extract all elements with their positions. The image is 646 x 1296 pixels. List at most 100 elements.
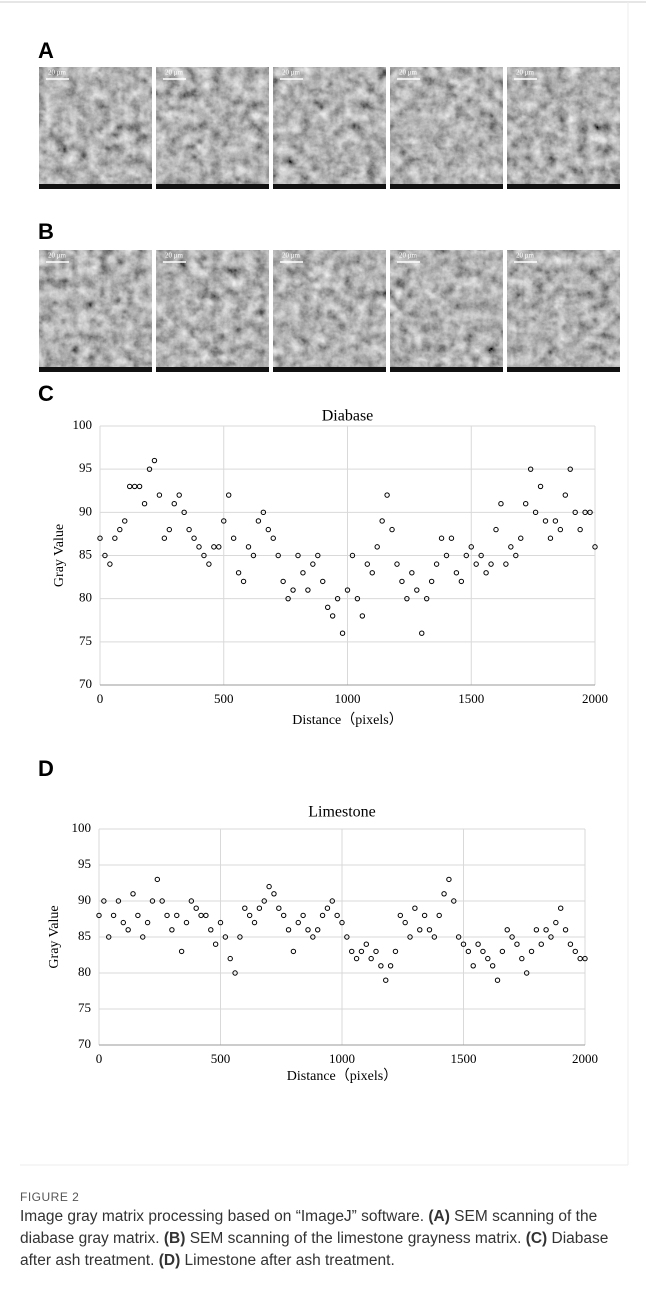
y-tick-label: 90 bbox=[78, 892, 91, 907]
point bbox=[300, 912, 306, 919]
y-tick-label: 75 bbox=[79, 633, 92, 648]
point bbox=[310, 561, 316, 567]
x-tick-label: 1000 bbox=[335, 691, 361, 706]
point bbox=[226, 492, 232, 498]
point bbox=[379, 518, 385, 524]
point bbox=[266, 883, 272, 890]
point bbox=[131, 483, 138, 490]
point bbox=[364, 561, 370, 567]
point bbox=[446, 876, 452, 883]
point bbox=[424, 595, 430, 602]
point bbox=[532, 509, 539, 516]
point bbox=[373, 948, 379, 955]
point bbox=[310, 934, 316, 940]
point bbox=[557, 526, 564, 533]
point bbox=[543, 927, 549, 933]
point bbox=[290, 587, 296, 593]
point bbox=[533, 927, 540, 933]
point bbox=[280, 578, 286, 585]
sem-strip bbox=[156, 184, 269, 189]
point bbox=[125, 927, 131, 933]
point bbox=[465, 948, 472, 955]
point bbox=[135, 912, 141, 919]
sem-strip bbox=[507, 184, 620, 189]
point bbox=[453, 570, 460, 576]
caption-segment: SEM scanning of the diabase gray matrix. bbox=[20, 1208, 598, 1247]
point bbox=[387, 963, 394, 969]
point bbox=[120, 919, 127, 926]
point bbox=[538, 941, 544, 947]
point bbox=[97, 535, 103, 541]
caption-segment: Diabase after ash treatment. bbox=[20, 1230, 609, 1269]
point bbox=[577, 526, 583, 533]
point bbox=[285, 927, 292, 933]
caption-text: Image gray matrix processing based on “I… bbox=[20, 1206, 620, 1272]
x-axis-label: Distance（pixels） bbox=[292, 712, 402, 728]
point bbox=[206, 561, 212, 567]
point bbox=[319, 912, 326, 919]
point bbox=[208, 927, 214, 933]
point bbox=[414, 587, 420, 593]
point bbox=[141, 501, 148, 507]
point bbox=[107, 561, 113, 567]
caption-segment: SEM scanning of the limestone grayness m… bbox=[185, 1230, 526, 1247]
caption-segment: Limestone after ash treatment. bbox=[180, 1252, 395, 1269]
point bbox=[433, 561, 440, 567]
point bbox=[344, 587, 351, 593]
point bbox=[498, 501, 504, 507]
point bbox=[483, 570, 489, 576]
point bbox=[251, 919, 258, 926]
point bbox=[489, 963, 496, 969]
point bbox=[582, 509, 588, 516]
point bbox=[174, 912, 180, 919]
point bbox=[112, 535, 118, 541]
x-tick-label: 500 bbox=[211, 1051, 231, 1066]
point bbox=[473, 561, 479, 567]
point bbox=[562, 492, 568, 498]
point bbox=[320, 578, 326, 585]
point bbox=[156, 492, 163, 498]
point bbox=[191, 535, 197, 541]
y-axis-label: Gray Value bbox=[52, 524, 67, 587]
point bbox=[518, 535, 524, 541]
point bbox=[344, 934, 350, 940]
point bbox=[127, 483, 133, 490]
point bbox=[242, 905, 248, 911]
point bbox=[527, 466, 534, 472]
caption: FIGURE 2 Image gray matrix processing ba… bbox=[20, 1188, 620, 1272]
point bbox=[329, 613, 336, 619]
x-tick-label: 1500 bbox=[458, 691, 484, 706]
point bbox=[558, 905, 564, 911]
point bbox=[567, 941, 574, 947]
point bbox=[378, 963, 384, 969]
sem-image bbox=[507, 250, 620, 372]
y-tick-label: 85 bbox=[78, 928, 91, 943]
point bbox=[460, 941, 467, 947]
point bbox=[519, 955, 525, 962]
point bbox=[329, 898, 335, 904]
point bbox=[237, 934, 243, 940]
point bbox=[280, 912, 287, 919]
scale-bar-label: 20 μm bbox=[516, 252, 535, 260]
scale-bar-label: 20 μm bbox=[282, 69, 301, 77]
point bbox=[110, 912, 117, 919]
scale-bar-label: 20 μm bbox=[516, 69, 535, 77]
point bbox=[232, 970, 238, 976]
x-tick-label: 1000 bbox=[329, 1051, 355, 1066]
point bbox=[325, 604, 331, 610]
point bbox=[402, 919, 408, 926]
sem-strip bbox=[273, 367, 386, 372]
sem-strip bbox=[390, 367, 503, 372]
point bbox=[159, 898, 165, 904]
point bbox=[212, 941, 219, 947]
point bbox=[211, 544, 217, 550]
sem-image bbox=[156, 250, 269, 372]
point bbox=[276, 905, 282, 911]
point bbox=[261, 898, 267, 904]
point bbox=[383, 977, 389, 983]
point bbox=[394, 561, 400, 567]
point bbox=[542, 518, 549, 524]
sem-image bbox=[390, 250, 503, 372]
point bbox=[164, 912, 170, 919]
scale-bar-label: 20 μm bbox=[165, 252, 184, 260]
